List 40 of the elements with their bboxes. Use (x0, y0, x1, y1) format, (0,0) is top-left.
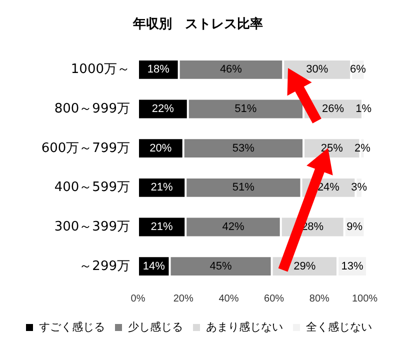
data-label: 46% (220, 64, 242, 76)
data-label: 29% (294, 260, 316, 272)
data-label: 21% (150, 182, 174, 194)
data-label: 1% (356, 103, 372, 115)
y-tick-label: 600万～799万 (41, 140, 130, 156)
data-label: 26% (322, 103, 344, 115)
y-tick-label: 400～599万 (54, 180, 130, 196)
data-label: 6% (350, 64, 366, 76)
chart-title: 年収別 ストレス比率 (132, 16, 263, 31)
legend-label: あまり感じない (206, 320, 283, 334)
data-label: 51% (234, 103, 257, 115)
data-label: 22% (152, 103, 174, 115)
data-label: 3% (351, 182, 368, 194)
data-label: 20% (150, 142, 172, 154)
data-label: 53% (232, 142, 255, 154)
data-label: 45% (210, 260, 232, 272)
x-tick-label: 100% (352, 294, 378, 304)
data-label: 18% (147, 64, 170, 76)
x-tick-label: 80% (309, 294, 330, 304)
data-label: 51% (232, 182, 255, 194)
legend-label: 少し感じる (128, 320, 183, 334)
x-tick-label: 60% (264, 294, 284, 304)
data-label: 2% (354, 142, 371, 154)
x-tick-label: 40% (218, 294, 239, 304)
data-label: 42% (222, 221, 244, 233)
legend-label: すごく感じる (39, 320, 105, 334)
y-tick-label: 800～999万 (54, 102, 130, 116)
legend-label: 全く感じない (306, 320, 372, 334)
x-tick-label: 20% (173, 294, 194, 304)
data-label: 24% (317, 182, 340, 194)
y-tick-label: 1000万～ (70, 62, 130, 78)
y-tick-label: 300～399万 (54, 220, 130, 234)
data-label: 25% (320, 142, 344, 154)
data-label: 21% (150, 221, 174, 233)
data-label: 13% (341, 260, 364, 272)
data-label: 14% (142, 260, 166, 272)
x-tick-label: 0% (130, 294, 146, 304)
y-tick-label: ～299万 (79, 258, 130, 274)
data-label: 30% (306, 64, 328, 76)
data-label: 9% (346, 221, 363, 233)
